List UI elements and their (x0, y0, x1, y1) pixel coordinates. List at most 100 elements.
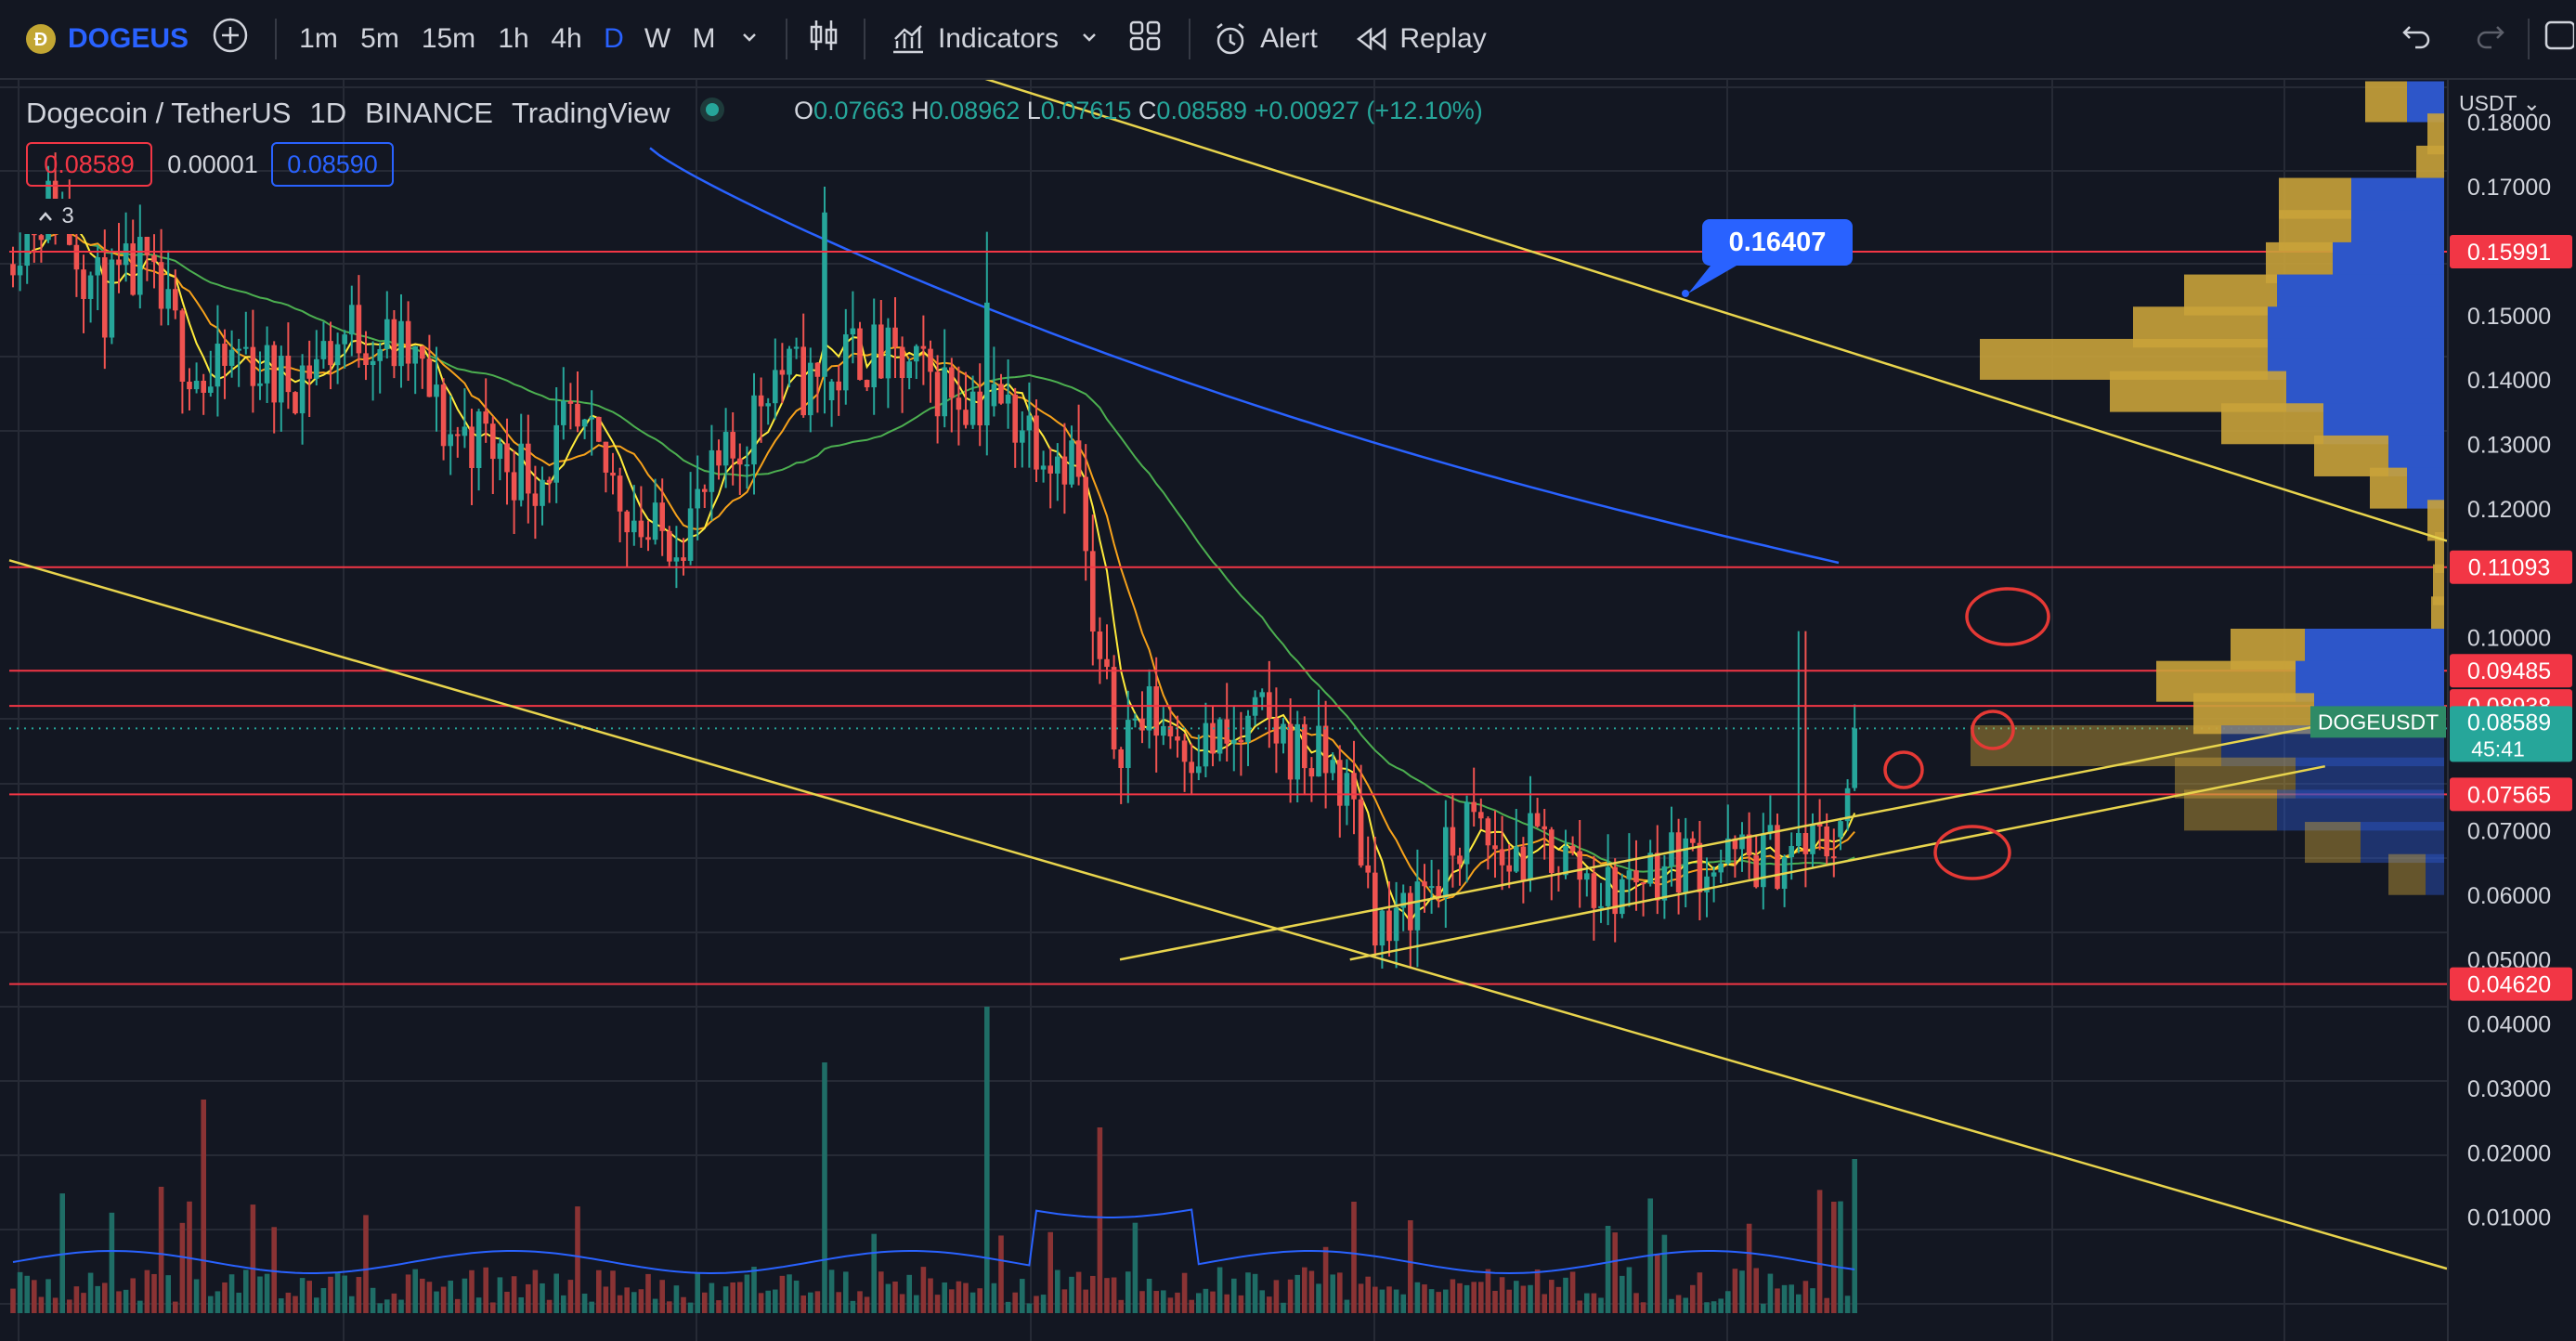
add-symbol-button[interactable] (210, 0, 251, 78)
volume-bar-down (52, 1297, 59, 1313)
alert-button[interactable]: Alert (1209, 0, 1321, 78)
chart-type-button[interactable] (800, 0, 847, 78)
volume-bar-down (857, 1291, 863, 1313)
candle-bearish (391, 319, 397, 367)
chevron-up-icon (37, 203, 54, 229)
volume-profile-buy-bar (2305, 822, 2361, 864)
indicators-dropdown-button[interactable] (1073, 0, 1105, 78)
volume-bar-down (328, 1276, 333, 1313)
spread-value: 0.00001 (167, 150, 258, 178)
volume-bar-down (81, 1293, 86, 1313)
candle-bullish (1661, 866, 1668, 901)
candle-bearish (293, 392, 298, 414)
close-value: 0.08589 (1156, 97, 1248, 124)
candle-bullish (1295, 723, 1300, 780)
symbol-title[interactable]: Dogecoin / TetherUS (26, 97, 292, 129)
candle-bullish (377, 348, 383, 361)
volume-bar-down (1697, 1272, 1703, 1313)
candle-bullish (384, 319, 390, 349)
volume-bar-down (1775, 1288, 1780, 1313)
volume-bar-down (1612, 1232, 1618, 1313)
volume-bar-down (1083, 1289, 1088, 1313)
volume-bar-up (991, 1282, 997, 1313)
volume-bar-up (1789, 1284, 1794, 1313)
candle-bearish (179, 310, 186, 383)
volume-bar-up (828, 1269, 835, 1313)
sell-price-box[interactable]: 0.08589 (26, 142, 152, 187)
interval-dropdown-button[interactable] (734, 0, 765, 78)
currency-selector[interactable]: USDT ⌄ (2459, 91, 2541, 115)
volume-bar-down (293, 1295, 298, 1313)
volume-bar-down (638, 1289, 644, 1313)
price-axis-tick-label: 0.18000 (2467, 111, 2551, 137)
symbol-search-button[interactable]: Ð DOGEUS (19, 0, 195, 78)
ohlc-values: O0.07663 H0.08962 L0.07615 C0.08589 +0.0… (794, 97, 1483, 125)
price-chart[interactable]: 0.180000.170000.160000.150000.140000.130… (0, 78, 2576, 1341)
volume-bar-down (526, 1283, 531, 1313)
candle-bullish (709, 449, 715, 492)
volume-bar-down (102, 1282, 108, 1313)
fullscreen-button[interactable] (2541, 0, 2576, 78)
volume-bar-down (1273, 1280, 1280, 1313)
replay-button[interactable]: Replay (1356, 0, 1487, 78)
volume-bar-down (1373, 1286, 1378, 1313)
volume-bar-down (1591, 1293, 1597, 1313)
candle-bearish (1655, 853, 1660, 901)
buy-price-box[interactable]: 0.08590 (271, 142, 394, 187)
indicators-label: Indicators (937, 23, 1060, 54)
window-icon (2543, 17, 2576, 61)
candle-bearish (779, 370, 786, 375)
volume-bar-up (581, 1293, 588, 1313)
volume-bar-down (391, 1293, 397, 1313)
volume-bar-up (46, 1279, 51, 1313)
volume-bar-up (279, 1298, 284, 1313)
volume-bar-down (10, 1288, 16, 1313)
interval-15m[interactable]: 15m (421, 23, 476, 54)
candle-bearish (1492, 845, 1498, 850)
indicators-button[interactable]: Indicators (886, 0, 1062, 78)
interval-5m[interactable]: 5m (360, 23, 399, 54)
candle-bullish (24, 223, 30, 267)
interval-1h[interactable]: 1h (498, 23, 529, 54)
volume-bar-up (850, 1300, 856, 1313)
candle-bearish (730, 432, 735, 459)
volume-bar-down (1831, 1202, 1837, 1313)
candle-bearish (1478, 812, 1484, 819)
candle-bearish (1753, 855, 1759, 888)
interval-label: 1D (309, 97, 347, 129)
volume-bar-down (1633, 1293, 1639, 1313)
chevron-down-icon (1079, 23, 1099, 55)
candle-bullish (349, 305, 355, 335)
volume-bar-up (751, 1267, 757, 1313)
trend-line (8, 559, 2448, 1270)
volume-bar-down (1492, 1290, 1498, 1313)
interval-1mo[interactable]: M (692, 23, 716, 54)
candle-bullish (1844, 788, 1851, 822)
price-note-callout[interactable]: 0.16407 (1702, 219, 1853, 266)
candle-bullish (1563, 845, 1568, 876)
volume-bar-down (1302, 1267, 1308, 1313)
interval-1d[interactable]: D (604, 23, 624, 54)
interval-1w[interactable]: W (644, 23, 671, 54)
candle-bearish (934, 371, 941, 417)
redo-button[interactable] (2470, 0, 2511, 78)
volume-bar-down (1802, 1281, 1809, 1313)
volume-bar-up (885, 1283, 891, 1313)
interval-4h[interactable]: 4h (551, 23, 582, 54)
volume-bar-up (1598, 1297, 1604, 1313)
candle-bearish (1337, 760, 1343, 806)
trend-line (1349, 764, 2325, 961)
price-axis-tick-label: 0.12000 (2467, 497, 2551, 523)
undo-button[interactable] (2396, 0, 2437, 78)
candle-bearish (328, 341, 333, 366)
volume-bar-up (264, 1273, 270, 1313)
candle-bullish (561, 400, 566, 425)
candle-bearish (1075, 440, 1082, 477)
volume-profile-buy-bar (2365, 81, 2407, 123)
currency-label: USDT (2459, 91, 2517, 115)
layouts-button[interactable] (1122, 0, 1168, 78)
indicators-collapse-button[interactable]: 3 (22, 199, 89, 234)
interval-1m[interactable]: 1m (299, 23, 338, 54)
candle-bearish (187, 382, 192, 390)
candle-bearish (1549, 829, 1555, 874)
